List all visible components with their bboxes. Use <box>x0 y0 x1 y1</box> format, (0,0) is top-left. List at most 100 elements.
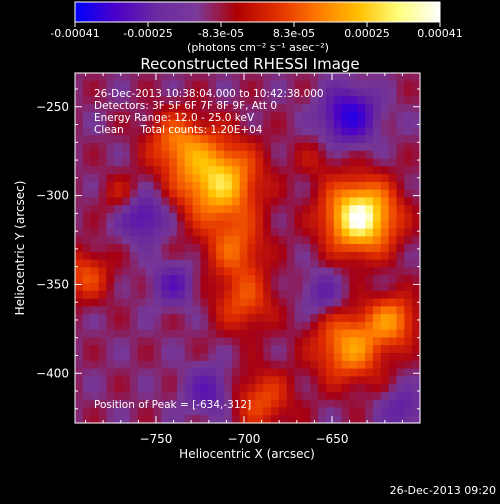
heatmap-cell <box>145 376 155 385</box>
heatmap-cell <box>255 267 264 276</box>
heatmap-cell <box>247 259 256 269</box>
heatmap-cell <box>357 73 366 82</box>
heatmap-cell <box>310 306 319 315</box>
heatmap-cell <box>333 150 343 160</box>
heatmap-cell <box>145 205 155 214</box>
heatmap-cell <box>396 88 405 97</box>
heatmap-cell <box>412 127 421 136</box>
heatmap-cell <box>184 80 194 90</box>
heatmap-cell <box>380 119 390 129</box>
heatmap-cell <box>208 290 217 300</box>
heatmap-cell <box>137 104 147 113</box>
heatmap-cell <box>75 345 84 354</box>
heatmap-cell <box>106 376 115 385</box>
heatmap-cell <box>208 158 217 167</box>
heatmap-cell <box>247 368 256 377</box>
heatmap-cell <box>122 321 131 331</box>
heatmap-cell <box>145 391 155 401</box>
heatmap-cell <box>372 407 382 416</box>
heatmap-cell <box>223 321 233 331</box>
heatmap-cell <box>404 158 413 167</box>
heatmap-cell <box>333 259 343 269</box>
heatmap-cell <box>357 267 366 276</box>
heatmap-cell <box>341 143 351 152</box>
heatmap-cell <box>325 174 335 183</box>
heatmap-cell <box>153 166 162 175</box>
heatmap-cell <box>380 298 390 307</box>
heatmap-cell <box>310 197 319 206</box>
heatmap-cell <box>106 189 115 199</box>
heatmap-cell <box>286 111 296 121</box>
heatmap-cell <box>357 197 366 206</box>
heatmap-cell <box>82 267 92 276</box>
heatmap-cell <box>145 259 155 269</box>
heatmap-cell <box>239 337 249 346</box>
heatmap-cell <box>325 143 335 152</box>
heatmap-cell <box>176 329 186 339</box>
heatmap-cell <box>286 384 296 393</box>
heatmap-cell <box>380 290 390 300</box>
heatmap-cell <box>208 220 217 230</box>
heatmap-cell <box>388 306 398 315</box>
heatmap-cell <box>98 329 107 339</box>
heatmap-cell <box>82 189 92 199</box>
chart-title: Reconstructed RHESSI Image <box>140 55 359 73</box>
heatmap-cell <box>169 384 178 393</box>
heatmap-cell <box>325 181 335 191</box>
heatmap-cell <box>247 228 256 237</box>
heatmap-cell <box>216 353 225 362</box>
heatmap-cell <box>357 353 366 362</box>
heatmap-cell <box>372 275 382 284</box>
heatmap-cell <box>349 88 358 97</box>
heatmap-cell <box>122 360 131 370</box>
heatmap-cell <box>404 181 413 191</box>
heatmap-cell <box>325 135 335 144</box>
heatmap-cell <box>357 415 366 424</box>
heatmap-cell <box>396 329 405 339</box>
heatmap-cell <box>294 314 303 323</box>
heatmap-cell <box>129 345 139 354</box>
heatmap-cell <box>216 127 225 136</box>
heatmap-cell <box>129 158 139 167</box>
heatmap-cell <box>122 166 131 175</box>
heatmap-cell <box>200 384 209 393</box>
heatmap-cell <box>145 407 155 416</box>
heatmap-cell <box>223 197 233 206</box>
heatmap-cell <box>278 415 288 424</box>
heatmap-cell <box>137 236 147 245</box>
heatmap-cell <box>412 119 421 129</box>
heatmap-cell <box>278 228 288 237</box>
heatmap-cell <box>145 96 155 105</box>
heatmap-cell <box>223 267 233 276</box>
heatmap-cell <box>129 166 139 175</box>
y-axis-label: Heliocentric Y (arcsec) <box>13 181 27 316</box>
heatmap-cell <box>216 415 225 424</box>
heatmap-cell <box>216 298 225 307</box>
heatmap-cell <box>286 150 296 160</box>
heatmap-cell <box>263 228 272 237</box>
heatmap-cell <box>153 119 162 129</box>
heatmap-cell <box>255 205 264 214</box>
heatmap-cell <box>184 321 194 331</box>
heatmap-cell <box>341 88 351 97</box>
heatmap-cell <box>98 205 107 214</box>
heatmap-cell <box>75 290 84 300</box>
heatmap-cell <box>145 73 155 82</box>
heatmap-cell <box>239 267 249 276</box>
heatmap-cell <box>325 267 335 276</box>
heatmap-cell <box>255 329 264 339</box>
heatmap-cell <box>341 205 351 214</box>
heatmap-cell <box>247 244 256 253</box>
heatmap-cell <box>75 251 84 261</box>
heatmap-cell <box>184 88 194 97</box>
heatmap-cell <box>271 181 280 191</box>
heatmap-cell <box>137 127 147 136</box>
heatmap-cell <box>412 415 421 424</box>
heatmap-cell <box>98 228 107 237</box>
heatmap-cell <box>341 228 351 237</box>
heatmap-cell <box>365 360 374 370</box>
heatmap-cell <box>176 189 186 199</box>
heatmap-cell <box>325 407 335 416</box>
heatmap-cell <box>396 143 405 152</box>
heatmap-cell <box>98 399 107 409</box>
